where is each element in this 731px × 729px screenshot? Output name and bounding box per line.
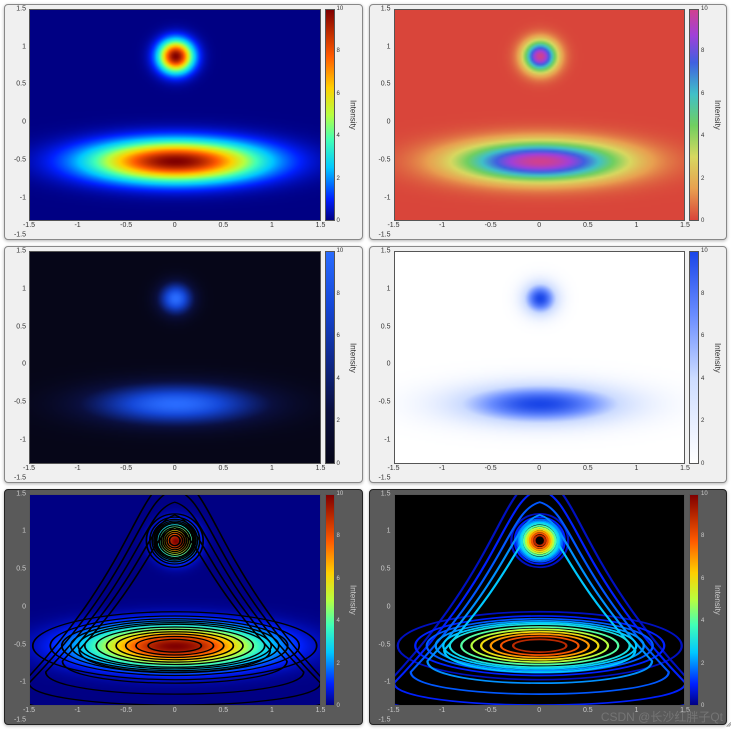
- colorbar: [689, 251, 699, 463]
- colorbar: [325, 9, 335, 221]
- plot-panel-filled-contour-jet[interactable]: -1.5-1-0.500.511.5-1.5-1-0.500.511.5 0246…: [4, 489, 363, 725]
- x-axis: -1.5-1-0.500.511.5: [29, 706, 321, 720]
- colorbar: [325, 494, 335, 706]
- plot-panel-hsv-filled[interactable]: -1.5-1-0.500.511.5-1.5-1-0.500.511.5 0246…: [369, 4, 728, 240]
- x-axis: -1.5-1-0.500.511.5: [394, 221, 686, 235]
- colorbar-label: Intensity: [349, 585, 358, 615]
- y-axis: -1.5-1-0.500.511.5: [7, 494, 29, 720]
- resize-grip-icon[interactable]: [719, 717, 729, 727]
- plot-area[interactable]: [394, 251, 686, 463]
- x-axis: -1.5-1-0.500.511.5: [394, 464, 686, 478]
- colorbar-ticks: 0246810: [335, 9, 345, 221]
- plot-panel-blue-on-white[interactable]: -1.5-1-0.500.511.5-1.5-1-0.500.511.5 0246…: [369, 246, 728, 482]
- colorbar-label: Intensity: [713, 100, 722, 130]
- colorbar-ticks: 0246810: [335, 251, 345, 463]
- plot-panel-line-contour-black[interactable]: -1.5-1-0.500.511.5-1.5-1-0.500.511.50246…: [369, 489, 728, 725]
- y-axis: -1.5-1-0.500.511.5: [372, 251, 394, 477]
- plot-panel-jet-filled[interactable]: -1.5-1-0.500.511.5-1.5-1-0.500.511.5 0246…: [4, 4, 363, 240]
- y-axis: -1.5-1-0.500.511.5: [372, 9, 394, 235]
- colorbar-label: Intensity: [713, 585, 722, 615]
- colorbar-ticks: 0246810: [699, 494, 709, 706]
- colorbar-label: Intensity: [349, 343, 358, 373]
- colorbar-label: Intensity: [349, 100, 358, 130]
- colorbar: [689, 9, 699, 221]
- y-axis: -1.5-1-0.500.511.5: [372, 494, 394, 720]
- colorbar-ticks: 0246810: [335, 494, 345, 706]
- plot-area[interactable]: [394, 494, 686, 706]
- plot-area[interactable]: [29, 494, 321, 706]
- x-axis: -1.5-1-0.500.511.5: [29, 464, 321, 478]
- plot-grid: -1.5-1-0.500.511.5-1.5-1-0.500.511.50246…: [0, 0, 731, 729]
- plot-area[interactable]: [29, 251, 321, 463]
- x-axis: -1.5-1-0.500.511.5: [29, 221, 321, 235]
- plot-area[interactable]: [394, 9, 686, 221]
- colorbar-label: Intensity: [713, 343, 722, 373]
- colorbar: [325, 251, 335, 463]
- colorbar-ticks: 0246810: [699, 9, 709, 221]
- colorbar-ticks: 0246810: [699, 251, 709, 463]
- y-axis: -1.5-1-0.500.511.5: [7, 251, 29, 477]
- watermark-text: CSDN @长沙红胖子Qt: [601, 708, 723, 725]
- plot-area[interactable]: [29, 9, 321, 221]
- y-axis: -1.5-1-0.500.511.5: [7, 9, 29, 235]
- plot-panel-blue-on-darknavy[interactable]: -1.5-1-0.500.511.5-1.5-1-0.500.511.5 0246…: [4, 246, 363, 482]
- colorbar: [689, 494, 699, 706]
